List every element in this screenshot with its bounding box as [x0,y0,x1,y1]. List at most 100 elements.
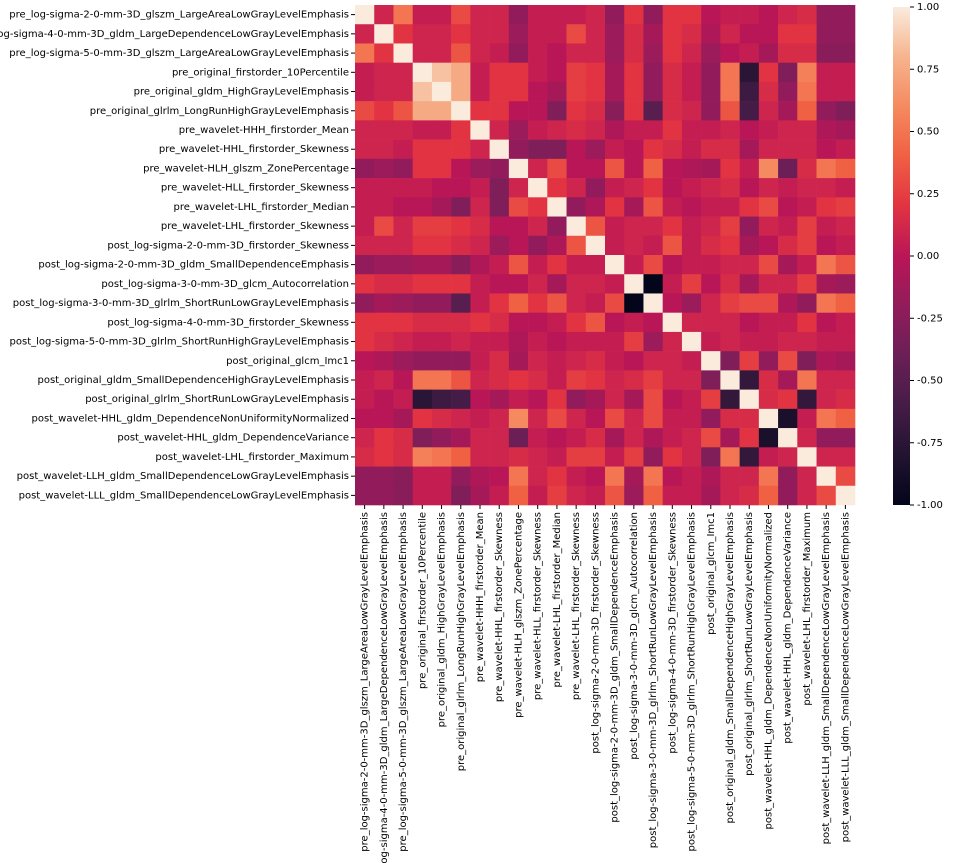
heatmap-cell [662,24,683,44]
heatmap-cell [528,216,548,237]
heatmap-cell [508,485,529,506]
heatmap-cell [758,370,779,390]
heatmap-cell [701,24,721,44]
x-tick-label: post_log-sigma-2-0-mm-3D_gldm_SmallDepen… [610,512,621,823]
heatmap-cell [624,408,644,429]
heatmap-cell [412,178,433,198]
heatmap-cell [431,216,452,237]
heatmap-cell [624,62,644,83]
heatmap-cell [431,178,452,198]
heatmap-cell [489,428,510,448]
heatmap-cell [451,43,471,63]
heatmap-cell [393,485,413,506]
x-tick-label: post_wavelet-LLH_gldm_SmallDependenceLow… [821,512,832,844]
heatmap-cell [393,101,413,121]
colorbar-tick-label: 1.00 [917,2,939,13]
heatmap-cell [662,216,683,237]
heatmap-cell [431,466,452,487]
heatmap-cell [643,216,663,237]
heatmap-cell [489,101,510,121]
heatmap-cell [393,370,413,390]
heatmap-cell [508,466,529,487]
heatmap-cell [778,101,798,121]
heatmap-cell [835,5,856,25]
heatmap-cell [816,216,837,237]
heatmap-cell [624,235,644,256]
heatmap-cell [547,158,567,179]
heatmap-cell [662,389,683,410]
heatmap-cell [720,428,740,448]
heatmap-cell [816,235,837,256]
heatmap-cell [662,428,683,448]
heatmap-cell [605,62,625,83]
heatmap-cell [528,178,548,198]
heatmap-cell [778,43,798,63]
heatmap-cell [739,370,760,390]
heatmap-cell [393,331,413,352]
heatmap-cell [778,235,798,256]
y-tick-label: post_log-sigma-3-0-mm-3D_glrlm_ShortRunL… [13,298,349,309]
heatmap-cell [816,466,837,487]
heatmap-cell [739,5,760,25]
heatmap-cell [508,43,529,63]
heatmap-cell [412,5,433,25]
heatmap-cell [643,62,663,83]
heatmap-cell [797,5,817,25]
heatmap-cell [835,62,856,83]
heatmap-cell [624,274,644,294]
heatmap-cell [605,485,625,506]
heatmap-cell [508,235,529,256]
heatmap-cell [681,158,702,179]
heatmap-cell [508,216,529,237]
heatmap-cell [393,466,413,487]
heatmap-cell [355,293,375,313]
heatmap-cell [431,197,452,217]
heatmap-cell [374,24,394,44]
heatmap-cell [605,81,625,102]
heatmap-cell [566,197,587,217]
colorbar-tick-label: 0.00 [917,251,939,262]
heatmap-cell [720,389,740,410]
heatmap-cell [355,331,375,352]
heatmap-cell [566,370,587,390]
heatmap-cell [835,178,856,198]
heatmap-cell [528,331,548,352]
heatmap-cell [758,485,779,506]
heatmap-cell [508,81,529,102]
heatmap-cell [624,24,644,44]
heatmap-cell [643,139,663,160]
heatmap-cell [489,62,510,83]
heatmap-cell [739,43,760,63]
heatmap-cell [547,43,567,63]
heatmap-cell [585,255,606,275]
heatmap-cell [758,43,779,63]
y-tick-label: post_wavelet-LLL_gldm_SmallDependenceLow… [19,490,349,501]
x-tick-label: post_wavelet-HHL_gldm_DependenceVariance [783,512,794,744]
heatmap-cell [643,81,663,102]
heatmap-cell [547,216,567,237]
heatmap-cell [470,5,490,25]
heatmap-cell [739,312,760,333]
heatmap-cell [547,120,567,140]
heatmap-cell [835,216,856,237]
heatmap-cell [739,466,760,487]
x-tick-label: pre_wavelet-HHL_firstorder_Skewness [494,512,505,702]
heatmap-cell [412,235,433,256]
y-tick-label: pre_wavelet-LHL_firstorder_Skewness [161,221,349,232]
heatmap-cell [662,120,683,140]
heatmap-cell [662,197,683,217]
heatmap-cell [374,62,394,83]
heatmap-cell [720,24,740,44]
heatmap-cell [412,101,433,121]
heatmap-cell [566,43,587,63]
heatmap-cell [355,120,375,140]
heatmap-cell [374,389,394,410]
heatmap-cell [797,24,817,44]
heatmap-cell [701,274,721,294]
heatmap-cell [720,255,740,275]
heatmap-cell [470,351,490,371]
y-tick-label: post_log-sigma-5-0-mm-3D_glrlm_ShortRunH… [10,337,349,348]
heatmap-cell [508,274,529,294]
heatmap-cell [624,447,644,467]
